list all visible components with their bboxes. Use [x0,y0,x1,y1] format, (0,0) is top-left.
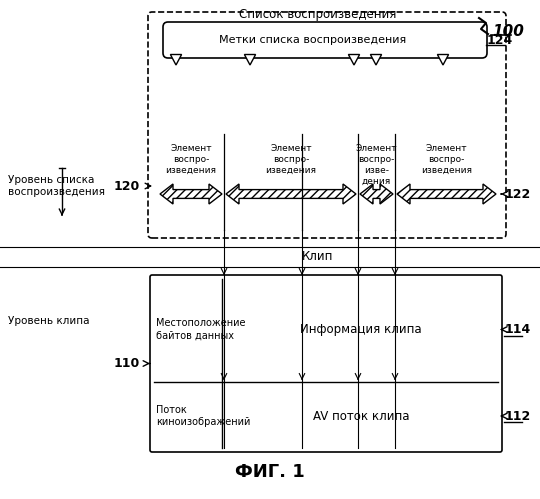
FancyBboxPatch shape [163,22,487,58]
Text: Местоположение
байтов данных: Местоположение байтов данных [156,318,246,341]
Text: 100: 100 [492,24,524,39]
Text: Клип: Клип [302,250,334,263]
Text: Элемент
воспро-
изведения: Элемент воспро- изведения [165,144,217,175]
Polygon shape [437,54,449,65]
Text: Поток
киноизображений: Поток киноизображений [156,405,251,427]
Text: Элемент
воспро-
изве-
дения: Элемент воспро- изве- дения [356,144,397,186]
Text: Уровень клипа: Уровень клипа [8,316,90,326]
Text: Информация клипа: Информация клипа [300,323,422,336]
Polygon shape [348,54,360,65]
Polygon shape [397,184,496,204]
Text: AV поток клипа: AV поток клипа [313,410,409,423]
Polygon shape [171,54,181,65]
Text: Уровень списка
воспроизведения: Уровень списка воспроизведения [8,175,105,197]
Polygon shape [226,184,356,204]
Text: Элемент
воспро-
изведения: Элемент воспро- изведения [266,144,316,175]
FancyBboxPatch shape [150,275,502,452]
Text: 112: 112 [505,410,531,423]
Text: 114: 114 [505,323,531,336]
Text: Элемент
воспро-
изведения: Элемент воспро- изведения [421,144,472,175]
Polygon shape [245,54,255,65]
Text: 124: 124 [487,33,513,46]
Text: 122: 122 [505,188,531,201]
Text: 120: 120 [114,180,140,193]
Text: ФИГ. 1: ФИГ. 1 [235,463,305,481]
FancyBboxPatch shape [148,12,506,238]
Polygon shape [160,184,222,204]
Text: Список воспроизведения: Список воспроизведения [239,8,397,21]
Text: 110: 110 [114,357,140,370]
Polygon shape [360,184,393,204]
Polygon shape [370,54,382,65]
Text: Метки списка воспроизведения: Метки списка воспроизведения [219,35,407,45]
